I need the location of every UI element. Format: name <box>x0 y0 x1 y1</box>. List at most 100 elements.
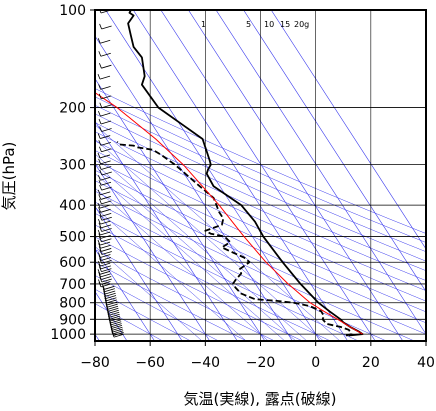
wind-barb <box>100 52 111 57</box>
wind-barb-flag <box>98 279 101 285</box>
wind-barb <box>100 160 111 165</box>
wind-barb <box>100 231 111 236</box>
x-tick-label: 0 <box>311 355 320 371</box>
wind-barb-flag <box>103 293 107 299</box>
mixing-ratio-line <box>95 207 247 341</box>
wind-barb <box>105 292 116 297</box>
mixing-ratio-label: 1 <box>201 20 206 29</box>
wind-barb-flag <box>98 271 101 278</box>
wind-barb-flag <box>97 189 101 196</box>
wind-barb-flag <box>99 258 102 264</box>
wind-barb-flag <box>99 198 102 205</box>
wind-barb-flag <box>102 288 106 295</box>
wind-barb <box>113 330 124 335</box>
isotherm-line <box>243 10 426 293</box>
wind-barb-flag <box>103 291 106 297</box>
wind-barb-flag <box>99 236 102 242</box>
wind-barb-flag <box>97 152 101 159</box>
wind-barb-flag <box>99 146 102 152</box>
wind-barb <box>107 303 118 308</box>
y-tick-label: 600 <box>59 255 86 271</box>
y-tick-label: 1000 <box>50 327 86 343</box>
wind-barb <box>101 228 112 232</box>
wind-barbs <box>97 10 125 338</box>
wind-barb <box>101 64 112 69</box>
wind-barb <box>100 220 111 225</box>
wind-barb <box>101 212 112 217</box>
wind-barb-flag <box>104 297 108 304</box>
dry-adiabat-line <box>95 303 164 341</box>
wind-barb-flag <box>97 202 101 209</box>
wind-barb <box>100 208 111 213</box>
mixing-ratio-label: 5 <box>246 20 251 29</box>
wind-barb <box>101 104 112 109</box>
mixing-ratio-line <box>95 173 285 341</box>
wind-barb-flag <box>98 233 102 239</box>
wind-barb-flag <box>102 286 106 292</box>
mixing-ratio-line <box>95 246 203 341</box>
wind-barb <box>107 301 118 306</box>
x-axis-title: 気温(実線), 露点(破線) <box>184 390 337 408</box>
y-axis-title: 気圧(hPa) <box>0 142 18 211</box>
wind-barb <box>109 315 121 320</box>
dry-adiabat-line <box>95 261 247 341</box>
wind-barb-flag <box>105 301 108 308</box>
isotherm-line <box>95 163 211 341</box>
mixing-ratio-line <box>95 163 297 341</box>
wind-barb <box>101 148 112 153</box>
wind-barb-flag <box>97 239 101 246</box>
wind-barb-flag <box>98 222 102 228</box>
wind-barb <box>113 333 125 338</box>
wind-barb <box>100 283 112 288</box>
x-axis: −80 −60 −40 −20 0 20 40 <box>80 341 435 371</box>
dry-adiabat-line <box>95 236 303 341</box>
wind-barb-flag <box>99 126 102 132</box>
dewpoint-line <box>116 141 353 337</box>
wind-barb-flag <box>99 185 102 191</box>
mixing-ratio-label: 20g <box>294 20 309 29</box>
dry-adiabat-line <box>95 275 219 341</box>
wind-barb <box>99 241 111 246</box>
wind-barb-flag <box>98 118 102 125</box>
wind-barb <box>100 265 111 270</box>
dry-adiabat-line <box>95 224 331 341</box>
y-tick-label: 800 <box>59 296 86 312</box>
x-tick-label: −40 <box>191 355 221 371</box>
wind-barb-flag <box>104 295 107 301</box>
wind-barb <box>100 262 111 267</box>
wind-barb-flag <box>97 74 101 80</box>
dry-adiabat-line <box>95 169 426 324</box>
wind-barb <box>100 254 111 258</box>
wind-barb <box>112 328 123 333</box>
wind-barb-flag <box>97 133 101 139</box>
wind-barb <box>108 307 119 312</box>
y-tick-label: 400 <box>59 198 86 214</box>
dry-adiabat-line <box>95 201 387 341</box>
wind-barb-flag <box>98 51 102 57</box>
wind-barb <box>100 85 111 90</box>
series-layer <box>95 10 364 337</box>
wind-barb <box>107 305 119 310</box>
dry-adiabat-line <box>95 96 426 243</box>
dry-adiabat-line <box>95 180 426 335</box>
wind-barb <box>100 224 112 229</box>
wind-barb-flag <box>99 102 103 108</box>
wind-barb <box>101 259 112 264</box>
wind-barb <box>111 325 123 329</box>
isotherm-line <box>105 10 321 341</box>
wind-barb <box>109 311 120 316</box>
wind-barb <box>101 278 112 283</box>
wind-barb <box>112 326 123 331</box>
wind-barb <box>101 268 112 273</box>
temperature-line <box>127 10 364 337</box>
wind-barb <box>99 270 111 275</box>
wind-barb <box>100 181 112 186</box>
wind-barb <box>101 128 112 132</box>
x-tick-label: −20 <box>246 355 276 371</box>
x-tick-label: 20 <box>362 355 380 371</box>
wind-barb <box>100 39 111 44</box>
wind-barb-flag <box>98 140 102 146</box>
dry-adiabat-line <box>95 150 426 302</box>
